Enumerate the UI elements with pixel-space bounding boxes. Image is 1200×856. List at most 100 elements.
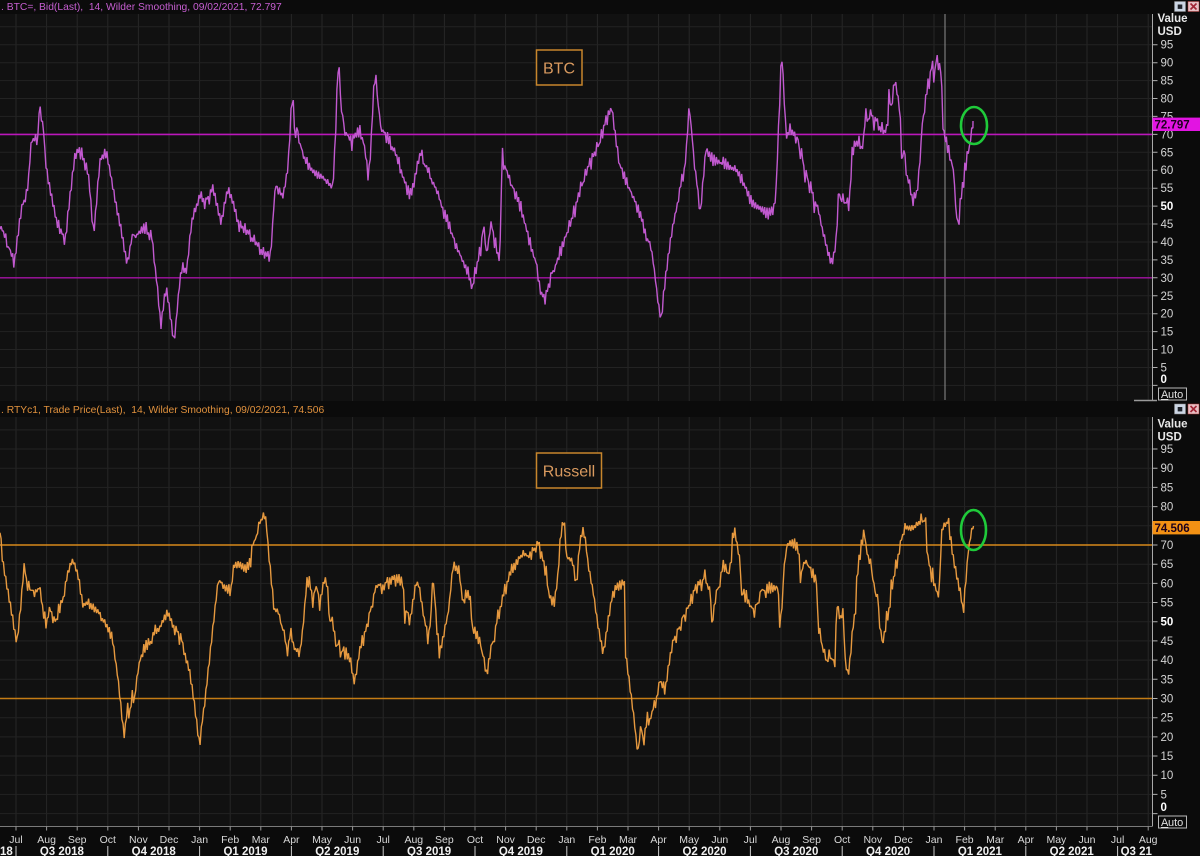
svg-text:Oct: Oct <box>834 834 850 846</box>
svg-text:Feb: Feb <box>588 834 606 846</box>
svg-text:USD: USD <box>1158 432 1182 444</box>
svg-text:May: May <box>679 834 700 846</box>
svg-text:Jul: Jul <box>744 834 757 846</box>
svg-text:May: May <box>1046 834 1067 846</box>
svg-text:45: 45 <box>1161 219 1174 231</box>
svg-text:Nov: Nov <box>496 834 515 846</box>
svg-text:Q1 2021: Q1 2021 <box>958 846 1003 856</box>
svg-text:10: 10 <box>1161 770 1174 782</box>
svg-text:0: 0 <box>1161 802 1167 814</box>
svg-text:40: 40 <box>1161 237 1174 249</box>
svg-text:Value: Value <box>1158 13 1188 25</box>
svg-text:A: A <box>1161 389 1169 401</box>
svg-text:10: 10 <box>1161 345 1174 357</box>
svg-text:Q4 2018: Q4 2018 <box>132 846 177 856</box>
svg-text:50: 50 <box>1161 201 1174 213</box>
svg-text:Value: Value <box>1158 419 1188 431</box>
svg-text:Q2 2019: Q2 2019 <box>315 846 359 856</box>
svg-text:. RTYc1, Trade Price(Last), 1: . RTYc1, Trade Price(Last), 14, Wilder S… <box>1 405 324 416</box>
svg-text:Jan: Jan <box>191 834 208 846</box>
svg-text:95: 95 <box>1161 444 1174 456</box>
svg-text:72.797: 72.797 <box>1155 120 1190 132</box>
svg-text:35: 35 <box>1161 674 1174 686</box>
svg-text:Q2 2021: Q2 2021 <box>1050 846 1095 856</box>
svg-text:95: 95 <box>1161 40 1174 52</box>
svg-text:Q3 2020: Q3 2020 <box>774 846 818 856</box>
svg-text:15: 15 <box>1161 327 1174 339</box>
svg-text:Aug: Aug <box>37 834 56 846</box>
svg-text:90: 90 <box>1161 58 1174 70</box>
svg-text:20: 20 <box>1161 309 1174 321</box>
svg-text:Dec: Dec <box>894 834 913 846</box>
svg-text:Apr: Apr <box>650 834 667 846</box>
svg-text:55: 55 <box>1161 598 1174 610</box>
svg-text:40: 40 <box>1161 655 1174 667</box>
svg-text:80: 80 <box>1161 94 1174 106</box>
svg-text:Q3 21: Q3 21 <box>1121 846 1153 856</box>
svg-text:Jul: Jul <box>376 834 389 846</box>
svg-text:65: 65 <box>1161 147 1174 159</box>
svg-text:Jun: Jun <box>344 834 361 846</box>
svg-text:60: 60 <box>1161 165 1174 177</box>
svg-text:30: 30 <box>1161 273 1174 285</box>
svg-text:Mar: Mar <box>252 834 271 846</box>
svg-text:Feb: Feb <box>956 834 974 846</box>
svg-text:Russell: Russell <box>543 464 595 481</box>
svg-text:85: 85 <box>1161 76 1174 88</box>
svg-text:0: 0 <box>1161 374 1167 386</box>
svg-text:Q1 2019: Q1 2019 <box>223 846 267 856</box>
svg-text:25: 25 <box>1161 713 1174 725</box>
svg-text:18: 18 <box>0 846 13 856</box>
svg-text:Sep: Sep <box>68 834 87 846</box>
svg-text:15: 15 <box>1161 751 1174 763</box>
svg-text:Jun: Jun <box>711 834 728 846</box>
svg-text:Jun: Jun <box>1079 834 1096 846</box>
svg-text:A: A <box>1161 817 1169 829</box>
svg-text:Mar: Mar <box>619 834 638 846</box>
svg-text:Q3 2018: Q3 2018 <box>40 846 85 856</box>
svg-text:50: 50 <box>1161 617 1174 629</box>
svg-text:Nov: Nov <box>129 834 148 846</box>
svg-text:Q4 2020: Q4 2020 <box>866 846 910 856</box>
svg-text:20: 20 <box>1161 732 1174 744</box>
svg-text:5: 5 <box>1161 789 1167 801</box>
svg-text:USD: USD <box>1158 26 1182 38</box>
svg-text:Mar: Mar <box>986 834 1005 846</box>
svg-text:80: 80 <box>1161 502 1174 514</box>
svg-text:Q4 2019: Q4 2019 <box>499 846 543 856</box>
svg-text:. BTC=, Bid(Last), 14, Wilder: . BTC=, Bid(Last), 14, Wilder Smoothing,… <box>1 2 282 13</box>
svg-text:25: 25 <box>1161 291 1174 303</box>
svg-text:Aug: Aug <box>404 834 423 846</box>
svg-text:Jan: Jan <box>558 834 575 846</box>
svg-text:35: 35 <box>1161 255 1174 267</box>
svg-text:uto: uto <box>1168 817 1183 829</box>
svg-text:70: 70 <box>1161 540 1174 552</box>
svg-text:Sep: Sep <box>802 834 821 846</box>
svg-text:Q2 2020: Q2 2020 <box>682 846 726 856</box>
svg-text:May: May <box>312 834 333 846</box>
svg-text:Nov: Nov <box>863 834 882 846</box>
svg-text:Oct: Oct <box>467 834 483 846</box>
svg-text:65: 65 <box>1161 559 1174 571</box>
svg-text:Q1 2020: Q1 2020 <box>591 846 635 856</box>
svg-text:Dec: Dec <box>160 834 179 846</box>
svg-text:Q3 2019: Q3 2019 <box>407 846 451 856</box>
svg-text:90: 90 <box>1161 463 1174 475</box>
svg-text:30: 30 <box>1161 694 1174 706</box>
svg-text:85: 85 <box>1161 482 1174 494</box>
svg-text:Jul: Jul <box>9 834 22 846</box>
svg-text:60: 60 <box>1161 578 1174 590</box>
svg-text:Oct: Oct <box>100 834 116 846</box>
svg-text:Jul: Jul <box>1111 834 1124 846</box>
svg-text:Sep: Sep <box>435 834 454 846</box>
svg-text:74.506: 74.506 <box>1155 523 1190 535</box>
svg-text:uto: uto <box>1168 389 1183 401</box>
svg-text:Apr: Apr <box>283 834 300 846</box>
svg-text:Aug: Aug <box>1139 834 1158 846</box>
svg-text:Apr: Apr <box>1018 834 1035 846</box>
svg-text:5: 5 <box>1161 363 1167 375</box>
svg-text:BTC: BTC <box>543 61 575 78</box>
svg-text:70: 70 <box>1161 129 1174 141</box>
svg-text:Dec: Dec <box>527 834 546 846</box>
svg-text:Aug: Aug <box>772 834 791 846</box>
